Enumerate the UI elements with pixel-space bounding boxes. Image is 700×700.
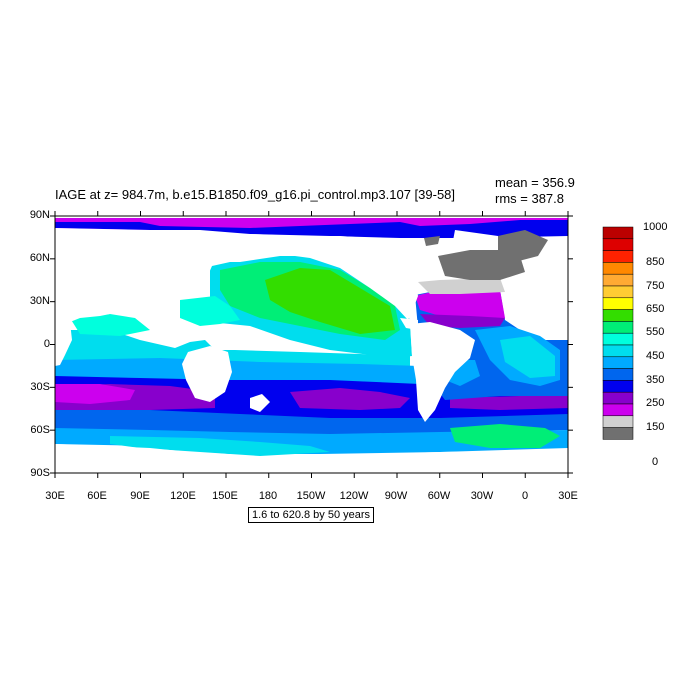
ocean-field xyxy=(55,216,568,473)
lat-label-30s: 30S xyxy=(30,381,50,393)
colorbar-box xyxy=(602,380,634,393)
lon-label-150w: 150W xyxy=(296,490,326,502)
stats-block: mean = 356.9 rms = 387.8 xyxy=(495,175,575,207)
colorbar-box xyxy=(602,403,634,417)
colorbar-box xyxy=(602,309,634,322)
lon-label-30w: 30W xyxy=(470,490,494,502)
lon-label-30e: 30E xyxy=(45,490,65,502)
colorbar-label-0: 0 xyxy=(652,456,659,468)
colorbar-box xyxy=(602,391,634,405)
colorbar-box xyxy=(602,427,634,440)
colorbar-box xyxy=(602,368,634,381)
colorbar-box xyxy=(602,285,634,299)
colorbar-label-1000: 1000 xyxy=(643,221,668,233)
lon-label-0: 0 xyxy=(521,490,529,502)
lon-label-60w: 60W xyxy=(427,490,451,502)
lat-label-90s: 90S xyxy=(30,467,50,479)
colorbar-box xyxy=(602,297,634,310)
lat-label-60s: 60S xyxy=(30,424,50,436)
colorbar-label-650: 650 xyxy=(646,303,665,315)
lat-label-0: 0 xyxy=(43,338,50,350)
colorbar-label-550: 550 xyxy=(646,326,665,338)
map-title: IAGE at z= 984.7m, b.e15.B1850.f09_g16.p… xyxy=(55,187,456,202)
contour-info-box: 1.6 to 620.8 by 50 years xyxy=(248,507,375,523)
lon-label-120w: 120W xyxy=(339,490,369,502)
colorbar-box xyxy=(602,415,634,428)
stat-rms: rms = 387.8 xyxy=(495,191,565,206)
lon-label-90e: 90E xyxy=(130,490,150,502)
lon-label-120e: 120E xyxy=(170,490,196,502)
colorbar-label-350: 350 xyxy=(646,374,665,386)
colorbar-box xyxy=(602,356,634,369)
axis-ticks xyxy=(50,211,573,478)
colorbar-box xyxy=(602,332,634,346)
lat-label-30n: 30N xyxy=(29,295,50,307)
colorbar-box xyxy=(602,238,634,251)
colorbar-box xyxy=(602,321,634,334)
lon-label-150e: 150E xyxy=(212,490,238,502)
colorbar-box xyxy=(602,262,634,275)
colorbar-label-450: 450 xyxy=(646,350,665,362)
colorbar-box xyxy=(602,344,634,358)
lat-label-90n: 90N xyxy=(29,209,50,221)
colorbar-label-150: 150 xyxy=(646,421,665,433)
lon-label-90w: 90W xyxy=(384,490,408,502)
stat-mean: mean = 356.9 xyxy=(495,175,575,190)
colorbar-label-750: 750 xyxy=(646,280,665,292)
lon-label-60e: 60E xyxy=(87,490,107,502)
colorbar-box xyxy=(602,226,634,240)
colorbar-box xyxy=(602,250,634,263)
colorbar-label-250: 250 xyxy=(646,397,665,409)
lat-label-60n: 60N xyxy=(29,252,50,264)
colorbar xyxy=(602,226,634,440)
colorbar-label-850: 850 xyxy=(646,256,665,268)
lon-label-30e-east: 30E xyxy=(558,490,578,502)
lon-label-180: 180 xyxy=(258,490,278,502)
colorbar-box xyxy=(602,273,634,287)
